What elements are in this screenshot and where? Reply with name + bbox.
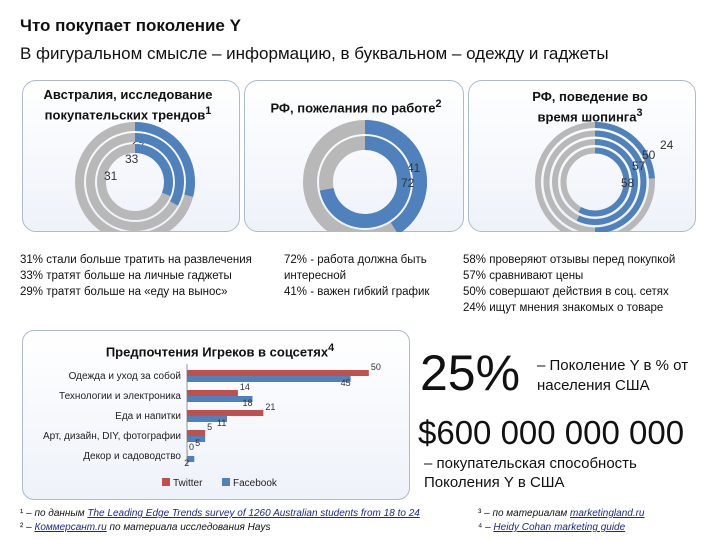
bar-chart-title: Предпочтения Игреков в соцсетях4 <box>105 342 335 360</box>
donut-value-label: 72 <box>401 176 415 190</box>
legend-swatch-facebook <box>222 478 230 486</box>
donut-value-label: 41 <box>407 161 421 175</box>
footnote-3-link[interactable]: marketingland.ru <box>570 508 645 519</box>
bar-category-label: Арт, дизайн, DIY, фотографии <box>43 430 181 442</box>
bar-value-label: 14 <box>240 382 250 392</box>
donut-value-label: 24 <box>660 138 674 152</box>
stat-percent-label: – Поколение Y в % от населения США <box>537 357 689 394</box>
legend-swatch-twitter <box>162 478 170 486</box>
footnote-4-link[interactable]: Heidy Cohan marketing guide <box>493 522 626 533</box>
footnote-4: ⁴ – Heidy Cohan marketing guide <box>478 522 626 533</box>
bar-twitter <box>187 390 238 396</box>
donut-value-label: 57 <box>632 159 646 173</box>
panel-russia-work <box>244 80 464 232</box>
desc-russia-work: 72% - работа должна быть интересной 41% … <box>284 254 430 298</box>
legend-label-twitter: Twitter <box>173 478 203 489</box>
bar-facebook <box>187 416 227 422</box>
footnote-1: ¹ – по данным The Leading Edge Trends su… <box>20 508 420 519</box>
stat-amount-label: – покупательская способность Поколения Y… <box>424 455 637 491</box>
bar-twitter <box>187 370 369 376</box>
bar-facebook <box>187 456 195 462</box>
donut-ring-value <box>364 120 427 232</box>
footnote-2: ² – Коммерсант.ru по материала исследова… <box>20 522 271 533</box>
donut-value-label: 50 <box>642 148 656 162</box>
bar-facebook <box>187 436 206 442</box>
bar-value-label: 21 <box>265 402 275 412</box>
footnote-1-link[interactable]: The Leading Edge Trends survey of 1260 A… <box>87 508 420 519</box>
donut-ring-value <box>134 144 173 196</box>
bar-category-label: Еда и напитки <box>115 411 181 422</box>
legend-label-facebook: Facebook <box>233 478 278 489</box>
bar-value-label: 18 <box>242 398 252 408</box>
bar-value-label: 45 <box>341 378 351 388</box>
donut-value-label: 58 <box>621 176 635 190</box>
bar-twitter <box>187 410 264 416</box>
donut-ring-value <box>578 147 630 217</box>
bar-category-label: Одежда и уход за собой <box>69 370 181 382</box>
donut-ring-value <box>134 133 184 206</box>
footnote-3: ³ – по материалам marketingland.ru <box>478 508 645 519</box>
donut-ring-value <box>319 136 411 228</box>
bar-twitter <box>187 450 188 456</box>
stat-percent: 25% <box>420 345 521 401</box>
donut-ring-value <box>594 130 647 232</box>
bar-value-label: 0 <box>189 442 194 452</box>
stat-amount: $600 000 000 000 <box>418 414 685 451</box>
panel-australia-title: Австралия, исследование покупательских т… <box>43 87 213 123</box>
page-title: Что покупает поколение Y <box>20 16 241 35</box>
bar-facebook <box>187 396 253 402</box>
page-subtitle: В фигуральном смысле – информацию, в бук… <box>20 44 609 63</box>
desc-australia: 31% стали больше тратить на развлечения … <box>20 254 252 298</box>
donut-ring-value <box>134 122 195 197</box>
panel-russia-shopping-title: РФ, поведение во время шопинга3 <box>532 89 648 125</box>
bar-value-label: 2 <box>184 458 189 468</box>
bar-value-label: 5 <box>207 422 212 432</box>
bar-value-label: 50 <box>371 362 381 372</box>
footnote-2-link[interactable]: Коммерсант.ru <box>34 522 107 533</box>
desc-russia-shopping: 58% проверяют отзывы перед покупкой 57% … <box>463 254 676 314</box>
panel-russia-work-title: РФ, пожелания по работе2 <box>270 98 442 116</box>
donut-value-label: 31 <box>104 169 118 183</box>
bar-category-label: Декор и садоводство <box>83 451 181 462</box>
bar-facebook <box>187 376 351 382</box>
bar-twitter <box>187 430 206 436</box>
panel-australia <box>22 80 240 232</box>
bar-value-label: 5 <box>195 438 200 448</box>
bar-category-label: Технологии и электроника <box>59 391 181 402</box>
donut-ring-value <box>576 139 638 225</box>
bar-value-label: 11 <box>217 418 226 428</box>
donut-value-label: 33 <box>125 152 139 166</box>
donut-ring-value <box>594 122 655 179</box>
